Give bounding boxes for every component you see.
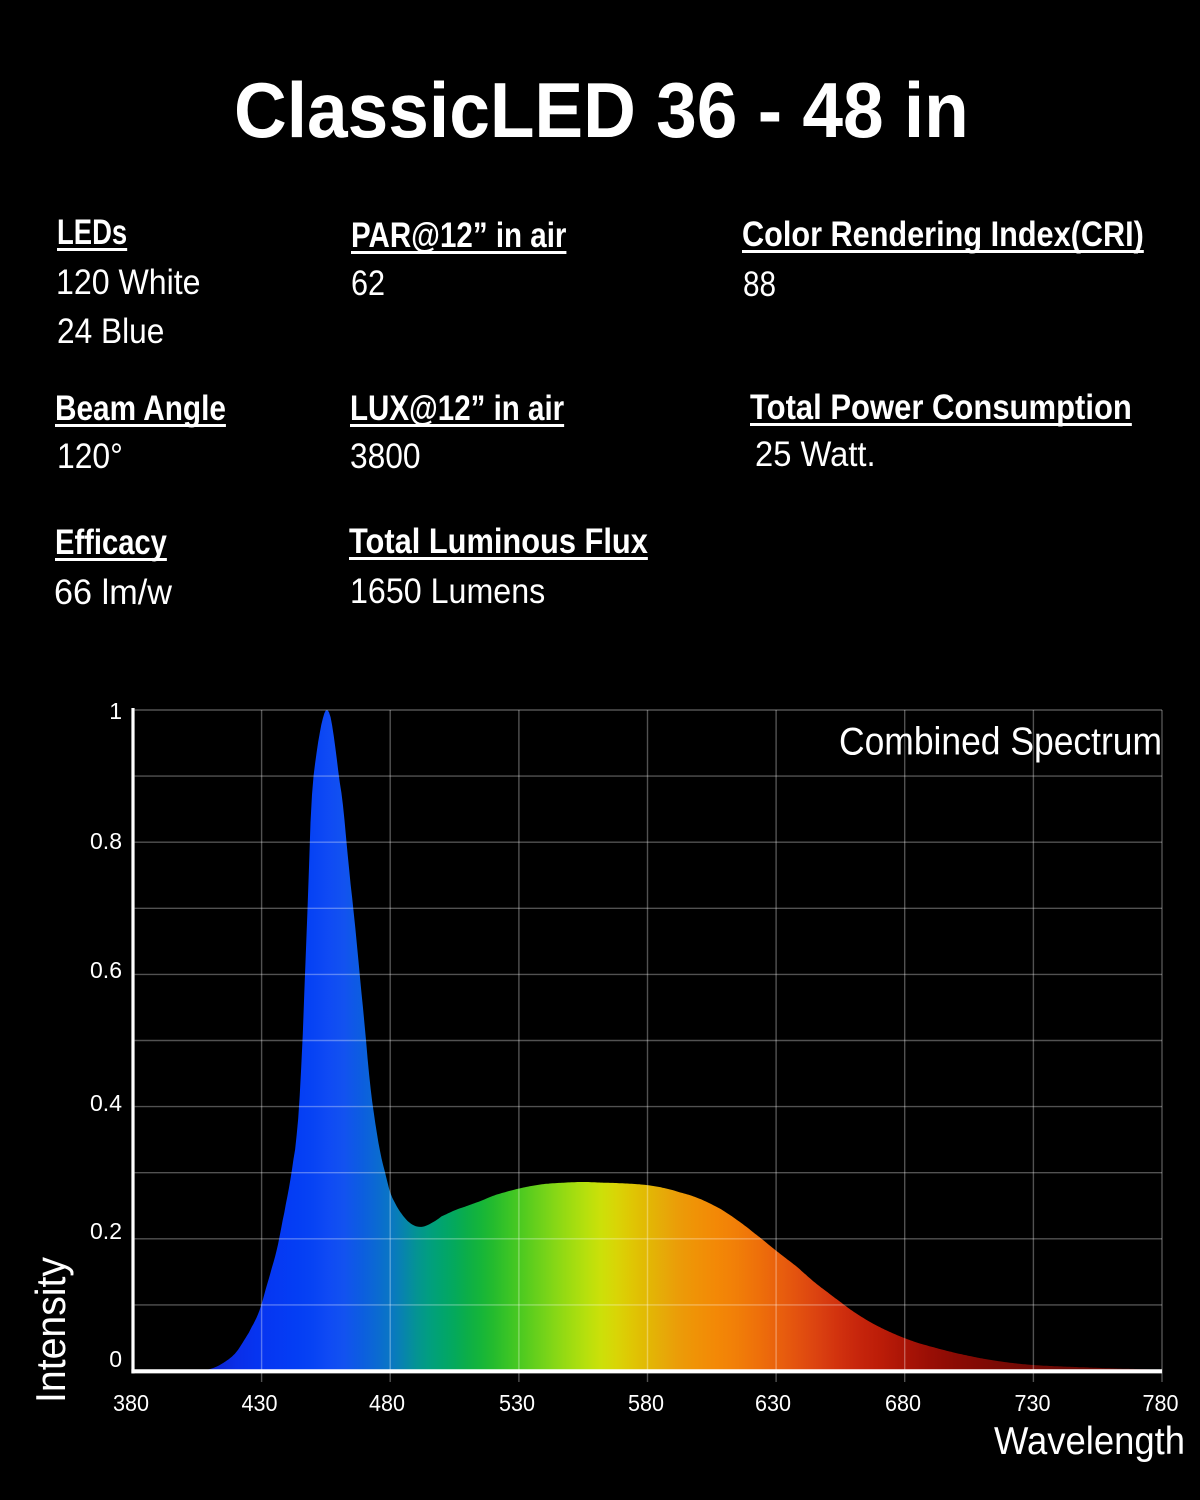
- svg-text:Combined Spectrum: Combined Spectrum: [839, 721, 1162, 764]
- svg-text:680: 680: [885, 1390, 921, 1416]
- svg-text:0.8: 0.8: [90, 828, 122, 854]
- svg-text:0.2: 0.2: [90, 1218, 122, 1244]
- svg-text:Intensity: Intensity: [27, 1257, 74, 1403]
- svg-text:530: 530: [499, 1390, 535, 1416]
- svg-text:430: 430: [242, 1390, 278, 1416]
- svg-text:0: 0: [109, 1346, 122, 1372]
- svg-text:780: 780: [1143, 1390, 1179, 1416]
- svg-text:730: 730: [1015, 1390, 1051, 1416]
- svg-text:1: 1: [109, 698, 122, 724]
- svg-text:0.4: 0.4: [90, 1090, 122, 1116]
- svg-text:0.6: 0.6: [90, 957, 122, 983]
- svg-text:480: 480: [369, 1390, 405, 1416]
- svg-text:580: 580: [628, 1390, 664, 1416]
- svg-text:630: 630: [755, 1390, 791, 1416]
- svg-text:380: 380: [113, 1390, 149, 1416]
- svg-text:Wavelength: Wavelength: [994, 1420, 1185, 1463]
